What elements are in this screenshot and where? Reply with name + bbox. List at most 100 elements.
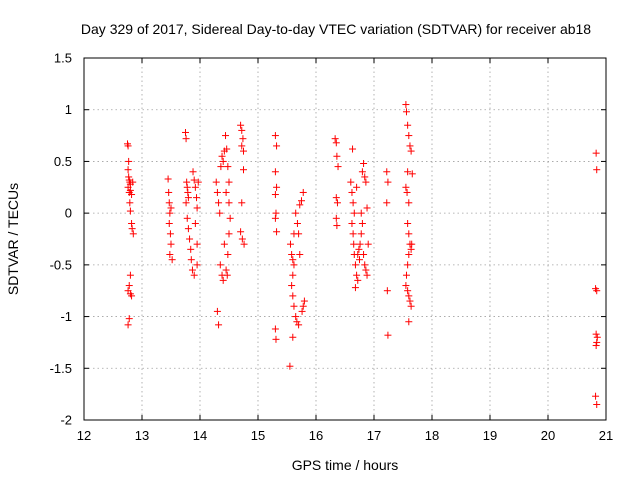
data-point [361, 261, 369, 269]
data-point [349, 230, 357, 238]
data-point [408, 240, 416, 248]
data-point [187, 256, 195, 264]
data-point [351, 284, 359, 292]
data-point [405, 199, 413, 207]
data-point [363, 271, 371, 279]
data-point [272, 335, 280, 343]
data-point [383, 168, 391, 176]
data-point [126, 199, 134, 207]
data-point [165, 188, 173, 196]
data-point [240, 166, 247, 174]
data-point [404, 168, 412, 176]
x-tick-label: 15 [251, 428, 265, 443]
data-point [190, 176, 198, 184]
data-point [191, 219, 199, 227]
data-point [384, 178, 392, 186]
data-point [363, 204, 371, 212]
data-point [218, 152, 226, 160]
y-tick-label: 1.5 [54, 51, 72, 66]
data-point [271, 214, 279, 222]
data-point [124, 142, 132, 150]
data-point [183, 183, 191, 191]
data-point [331, 135, 339, 143]
data-point [219, 276, 227, 284]
data-point [332, 214, 340, 222]
data-point [223, 271, 231, 279]
data-point [240, 240, 248, 248]
data-point [402, 101, 410, 109]
y-tick-label: -1.5 [50, 361, 72, 376]
data-point [164, 175, 172, 183]
data-point [124, 321, 132, 329]
x-tick-label: 20 [541, 428, 555, 443]
data-point [300, 297, 308, 305]
data-point [350, 240, 358, 248]
data-point [124, 166, 132, 174]
data-point [405, 251, 413, 259]
x-axis-label: GPS time / hours [292, 457, 399, 473]
y-tick-label: -2 [60, 413, 72, 428]
data-point [194, 178, 202, 186]
data-point [193, 204, 201, 212]
data-point [184, 194, 192, 202]
data-point [237, 228, 245, 236]
data-point [383, 199, 391, 207]
data-point [593, 400, 601, 408]
data-point [273, 228, 281, 236]
data-point [293, 318, 301, 326]
data-point [361, 173, 369, 181]
data-point [189, 168, 197, 176]
data-point [592, 392, 600, 400]
data-point [126, 271, 134, 279]
data-point [126, 207, 134, 215]
x-tick-label: 21 [599, 428, 613, 443]
data-point [383, 287, 391, 295]
data-point [296, 251, 304, 259]
data-point [193, 194, 201, 202]
data-point [364, 240, 372, 248]
data-point [408, 170, 416, 178]
data-point [358, 168, 366, 176]
data-point [299, 188, 307, 196]
data-point [273, 142, 281, 150]
data-point [405, 292, 413, 300]
data-point [405, 318, 413, 326]
x-tick-label: 13 [135, 428, 149, 443]
data-point [167, 240, 175, 248]
data-point [129, 178, 137, 186]
data-point [126, 186, 134, 194]
data-point [333, 222, 341, 230]
data-point [298, 197, 305, 205]
data-point [353, 183, 361, 191]
grid-lines [84, 58, 606, 420]
data-point [349, 199, 357, 207]
data-point [125, 315, 133, 323]
data-point [271, 325, 279, 333]
data-point [286, 362, 294, 370]
data-point [289, 271, 297, 279]
data-point [128, 191, 136, 199]
data-point [191, 183, 199, 191]
data-point [225, 230, 233, 238]
data-point [128, 219, 136, 227]
data-point [405, 132, 413, 140]
chart-title: Day 329 of 2017, Sidereal Day-to-day VTE… [81, 21, 591, 37]
data-point [165, 219, 173, 227]
data-point [190, 271, 198, 279]
data-point [298, 307, 306, 315]
data-point [406, 142, 414, 150]
data-point [299, 302, 307, 310]
data-point [237, 121, 245, 129]
data-point [193, 261, 201, 269]
data-point [402, 108, 410, 116]
data-point [348, 188, 356, 196]
data-point [213, 188, 221, 196]
data-point [240, 147, 247, 155]
data-point [186, 235, 194, 243]
data-point [407, 245, 415, 253]
data-point [592, 330, 600, 338]
data-point [271, 132, 279, 140]
data-point [360, 159, 368, 167]
x-tick-label: 12 [77, 428, 91, 443]
